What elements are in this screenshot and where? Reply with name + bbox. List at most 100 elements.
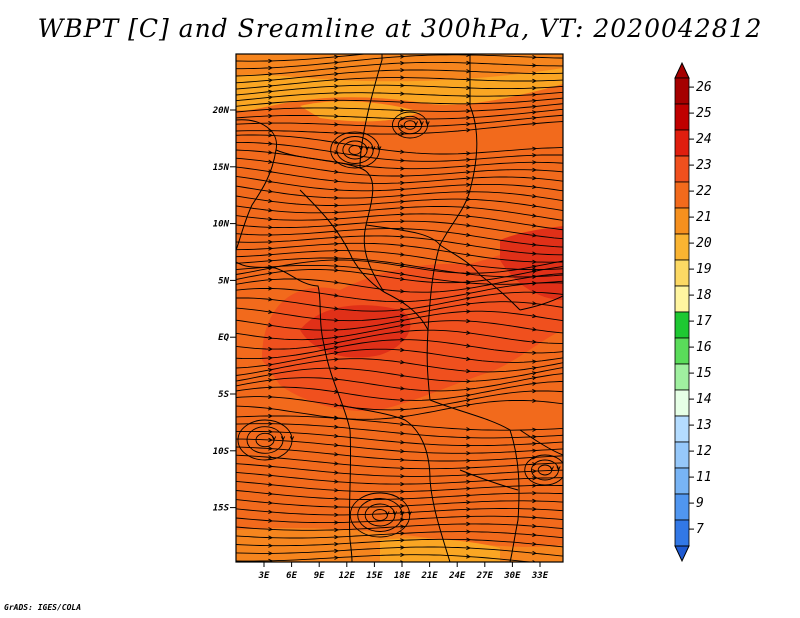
streamline-arrow — [268, 208, 274, 213]
streamline-arrow — [532, 448, 538, 453]
streamline — [236, 134, 563, 155]
streamline-arrow — [334, 98, 340, 103]
lon-tick-label: 24E — [448, 571, 466, 581]
streamline-arrow — [334, 318, 340, 323]
streamline — [236, 454, 563, 470]
streamline-arrow — [268, 518, 274, 523]
streamline — [236, 91, 563, 102]
lon-tick-label: 27E — [476, 571, 494, 581]
streamline — [236, 84, 563, 96]
streamline-arrow — [532, 313, 538, 319]
streamline-arrow — [268, 500, 274, 505]
streamline-arrow — [334, 504, 340, 510]
colorbar-label: 13 — [696, 418, 712, 433]
streamline-arrow — [466, 545, 472, 551]
streamline-arrow — [334, 54, 340, 60]
border-line — [365, 224, 521, 311]
streamline-arrow — [400, 545, 406, 550]
streamline-arrow — [268, 385, 274, 390]
streamline-arrow — [268, 271, 274, 276]
streamline-arrow — [400, 531, 406, 536]
border-line — [299, 189, 385, 293]
streamline-arrow — [268, 107, 274, 112]
streamline — [236, 515, 563, 524]
streamline-arrow — [333, 340, 340, 346]
lon-tick-label: 15E — [366, 571, 383, 581]
streamline-arrow — [466, 451, 472, 456]
streamline — [236, 54, 563, 70]
streamline-arrow — [532, 85, 538, 91]
streamline-arrow — [532, 455, 538, 460]
streamline-arrow — [334, 534, 340, 540]
lat-tick-label: 5S — [218, 390, 229, 400]
streamline-arrow — [268, 78, 274, 83]
streamline-arrow — [400, 407, 406, 412]
streamline-arrow — [400, 489, 406, 494]
streamline-arrow — [466, 46, 470, 50]
streamline-arrow — [466, 443, 472, 448]
streamline-arrow — [371, 146, 376, 152]
colorbar-label: 22 — [696, 184, 712, 199]
streamline-arrow — [400, 108, 406, 113]
streamline-arrow — [531, 371, 538, 376]
colorbar-label: 18 — [696, 288, 712, 303]
border-line — [339, 404, 451, 562]
streamline-arrow — [334, 210, 340, 215]
streamline-arrow — [466, 500, 472, 505]
streamline-arrow — [334, 71, 340, 77]
streamline-arrow — [268, 277, 274, 283]
streamline-arrow — [267, 372, 274, 377]
streamline-arrow — [334, 263, 340, 269]
streamline-arrow — [400, 289, 406, 294]
streamline-arrow — [466, 343, 472, 348]
streamline-arrow — [334, 216, 340, 222]
streamline — [236, 228, 563, 248]
streamline-arrow — [268, 101, 274, 106]
colorbar: 26 25 24 23 22 21 20 19 18 17 16 15 14 13 12 11 9 7 — [674, 61, 712, 563]
streamline-arrow — [400, 431, 406, 436]
streamline-arrow — [268, 509, 274, 514]
streamline-arrow — [268, 72, 274, 77]
streamlines — [236, 46, 563, 562]
streamline-arrow — [268, 258, 274, 264]
streamline — [236, 546, 563, 557]
streamline-arrow — [400, 307, 406, 312]
streamline-arrow — [400, 149, 406, 154]
streamline-arrow — [400, 337, 406, 342]
streamline-arrow — [334, 442, 340, 448]
streamline-arrow — [532, 476, 538, 481]
streamline-arrow — [531, 375, 538, 381]
streamline-arrow — [465, 291, 472, 296]
streamline-arrow — [532, 203, 538, 208]
streamline-arrow — [466, 122, 472, 127]
streamline-arrow — [268, 429, 274, 434]
streamline-arrow — [334, 60, 340, 65]
streamline — [236, 235, 563, 256]
streamline-arrow — [532, 506, 538, 512]
streamline-arrow — [532, 78, 538, 84]
field-patch-south — [380, 538, 500, 562]
streamline-arrow — [400, 360, 406, 365]
lon-tick-label: 30E — [503, 571, 521, 581]
streamline-arrow — [532, 184, 538, 189]
streamline-arrow — [268, 58, 274, 64]
streamline-arrow — [334, 452, 340, 457]
streamline-arrow — [400, 323, 406, 328]
streamline-arrow — [532, 251, 538, 256]
streamline-arrow — [268, 252, 274, 257]
border-line — [236, 119, 277, 251]
colorbar-label: 23 — [696, 158, 712, 173]
field-warm-core — [262, 230, 563, 411]
streamline-arrow — [334, 327, 340, 333]
streamline — [236, 265, 563, 284]
streamline-arrow — [334, 105, 340, 111]
streamline — [236, 195, 563, 212]
streamline-arrow — [334, 350, 340, 356]
streamline-arrow — [532, 71, 538, 76]
streamline — [236, 531, 563, 539]
streamline-arrow — [334, 377, 340, 382]
streamline-arrow — [532, 175, 538, 181]
streamline-arrow — [400, 49, 404, 53]
streamline-arrow — [466, 356, 472, 362]
streamline-arrow — [466, 302, 472, 307]
